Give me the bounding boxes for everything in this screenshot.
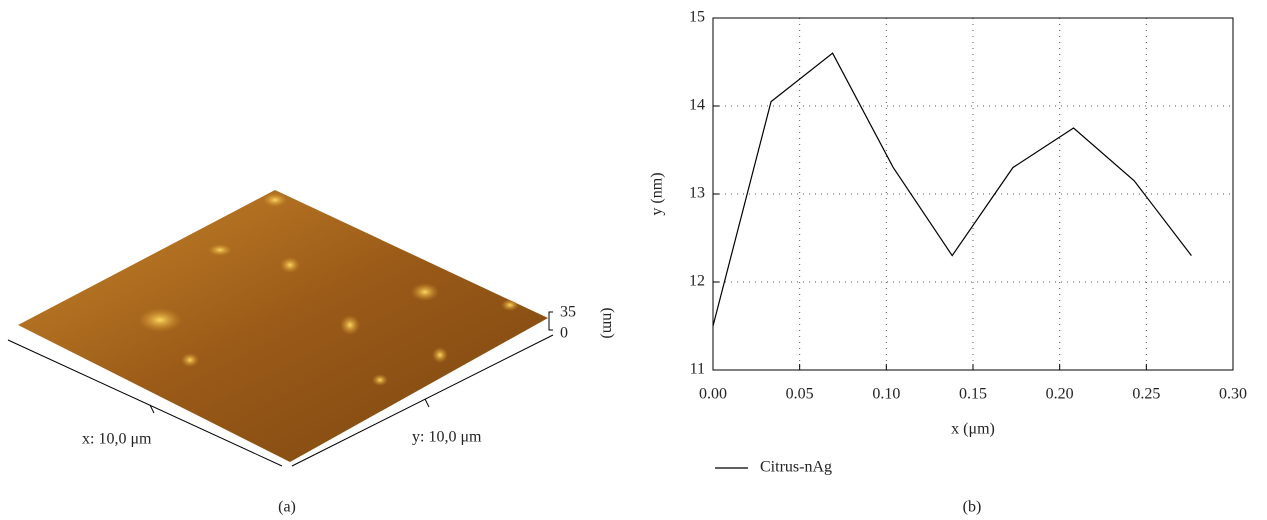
x-size-label: x: 10,0 μm bbox=[82, 431, 152, 448]
afm-peaks bbox=[138, 193, 519, 386]
panel-label: (a) bbox=[278, 499, 296, 516]
x-axis-title: x (μm) bbox=[951, 421, 995, 438]
afm-image: x: 10,0 μm y: 10,0 μm 35 0 (nm) (a) bbox=[7, 190, 616, 516]
x-tick-label: 0.20 bbox=[1046, 386, 1074, 403]
scale-min: 0 bbox=[560, 325, 568, 342]
x-tick-label: 0.10 bbox=[872, 386, 900, 403]
scale-max: 35 bbox=[560, 304, 576, 321]
scale-bracket bbox=[548, 311, 553, 331]
y-tick-label: 15 bbox=[689, 9, 705, 26]
y-axis-tick bbox=[424, 398, 430, 408]
y-tick-label: 14 bbox=[689, 97, 705, 114]
x-tick-label: 0.15 bbox=[959, 386, 987, 403]
x-axis-tick bbox=[149, 404, 155, 414]
y-size-label: y: 10,0 μm bbox=[412, 429, 482, 446]
panel-label: (b) bbox=[963, 499, 982, 516]
x-tick-label: 0.00 bbox=[699, 386, 727, 403]
x-axis-line bbox=[7, 339, 283, 467]
x-tick-label: 0.05 bbox=[786, 386, 814, 403]
y-tick-label: 12 bbox=[689, 273, 705, 290]
line-chart: x (μm) y (nm) (b) 11 12 13 14 15 0.00 0.05 0.10… bbox=[649, 9, 1247, 516]
plot-frame bbox=[712, 17, 1234, 371]
x-tick-label: 0.30 bbox=[1219, 386, 1247, 403]
afm-surface bbox=[18, 190, 548, 462]
y-tick-label: 11 bbox=[690, 361, 705, 378]
y-axis-line bbox=[291, 334, 554, 467]
data-line bbox=[712, 52, 1192, 327]
scale-unit: (nm) bbox=[599, 307, 616, 338]
x-tick-label: 0.25 bbox=[1132, 386, 1160, 403]
y-axis-title: y (nm) bbox=[649, 172, 666, 215]
legend-label: Citrus-nAg bbox=[760, 459, 832, 476]
y-tick-label: 13 bbox=[689, 185, 705, 202]
